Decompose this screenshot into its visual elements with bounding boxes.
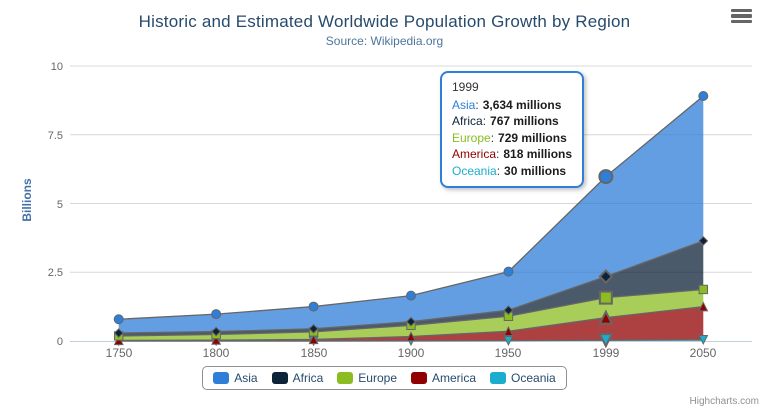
chart-title: Historic and Estimated Worldwide Populat… [138,12,631,31]
data-point-markers[interactable] [113,91,709,349]
tooltip-series-name: America [452,147,499,161]
europe-series-swatch-icon [337,372,354,384]
america-series-swatch-icon [411,372,427,384]
legend: Asia Africa Europe America Oceania [0,366,769,390]
hamburger-icon [730,19,752,24]
legend-label: Oceania [511,371,556,385]
africa-series-swatch-icon [271,372,288,384]
tooltip-header: 1999 [452,80,479,94]
y-axis-tick-label: 10 [51,61,63,73]
x-axis-tick-label: 1950 [495,346,522,360]
y-axis-title: Billions [20,178,34,222]
y-axis-tick-label: 5 [57,199,63,211]
hamburger-icon [730,8,752,13]
legend-label: Asia [234,371,258,385]
legend-label: Africa [292,371,324,385]
credits-link[interactable]: Highcharts.com [689,396,759,407]
legend-item-europe[interactable]: Europe [337,371,397,385]
tooltip-series-value: 729 millions [498,130,567,145]
oceania-series-swatch-icon [490,372,507,384]
x-axis-tick-label: 1900 [398,346,425,360]
legend-item-asia[interactable]: Asia [213,371,258,385]
legend-label: Europe [358,371,397,385]
tooltip-series-name: Europe [452,131,494,145]
legend-item-africa[interactable]: Africa [271,371,324,385]
x-axis-tick-label: 2050 [690,346,717,360]
hamburger-icon [730,14,752,18]
tooltip-series-name: Oceania [452,164,500,178]
tooltip-row: Europe 729 millions [452,130,572,147]
x-axis-tick-label: 1800 [203,346,230,360]
export-menu-button[interactable] [729,6,753,26]
chart-subtitle: Source: Wikipedia.org [325,34,444,48]
tooltip-row: Oceania 30 millions [452,163,572,180]
legend-box: Asia Africa Europe America Oceania [202,366,567,390]
tooltip: 1999 Asia3,634 millions Africa 767 millio… [440,71,585,188]
legend-item-oceania[interactable]: Oceania [490,371,556,385]
legend-item-america[interactable]: America [411,371,476,385]
legend-label: America [432,371,477,385]
tooltip-series-name: Africa [452,114,486,128]
x-axis-tick-label: 1750 [106,346,133,360]
tooltip-row: Africa 767 millions [452,113,572,130]
tooltip-series-value: 30 millions [504,163,567,178]
x-axis-tick-label: 1850 [301,346,328,360]
tooltip-series-value: 3,634 millions [482,97,562,112]
tooltip-series-name: Asia [452,98,479,112]
tooltip-row: Asia3,634 millions [452,97,572,114]
y-axis-tick-label: 2.5 [48,267,63,279]
y-axis-tick-label: 0 [57,336,63,348]
tooltip-row: America 818 millions [452,146,572,163]
x-axis-tick-label: 1999 [593,346,620,360]
area-series[interactable] [118,96,704,341]
asia-series-swatch-icon [213,372,230,384]
tooltip-series-value: 818 millions [503,147,573,161]
tooltip-series-value: 767 millions [490,114,559,128]
y-axis-tick-label: 7.5 [48,130,63,142]
